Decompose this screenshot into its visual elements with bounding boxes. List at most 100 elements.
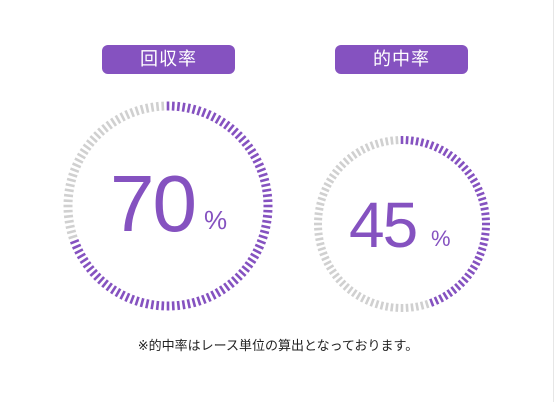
gauge-tick-empty bbox=[319, 251, 328, 257]
gauge-tick-filled bbox=[114, 288, 122, 298]
gauge-tick-filled bbox=[259, 177, 270, 183]
gauge-tick-filled bbox=[210, 290, 217, 300]
gauge-tick-filled bbox=[97, 276, 106, 285]
gauge-tick-filled bbox=[181, 300, 186, 310]
gauge-tick-empty bbox=[328, 268, 337, 276]
gauge-tick-empty bbox=[150, 102, 155, 112]
gauge-tick-filled bbox=[261, 224, 271, 230]
gauge-tick-empty bbox=[63, 193, 74, 198]
gauge-tick-empty bbox=[355, 291, 362, 300]
gauge-tick-filled bbox=[205, 110, 212, 120]
gauge-tick-empty bbox=[350, 289, 358, 298]
gauge-tick-empty bbox=[85, 139, 95, 147]
gauge-tick-filled bbox=[258, 172, 268, 178]
gauge-tick-empty bbox=[410, 303, 414, 312]
gauge-tick-filled bbox=[85, 265, 95, 273]
gauge-tick-filled bbox=[429, 298, 435, 307]
hit-rate-footnote: ※的中率はレース単位の算出となっております。 bbox=[137, 339, 419, 354]
gauge-tick-filled bbox=[467, 268, 476, 276]
gauge-tick-filled bbox=[438, 145, 445, 154]
gauge-tick-filled bbox=[238, 268, 247, 277]
gauge-tick-empty bbox=[315, 206, 324, 211]
gauge-tick-empty bbox=[74, 157, 84, 164]
gauge-tick-filled bbox=[429, 141, 435, 150]
gauge-tick-empty bbox=[326, 177, 335, 184]
gauge-tick-filled bbox=[256, 167, 267, 173]
gauge-tick-filled bbox=[457, 160, 466, 169]
gauge-tick-empty bbox=[119, 112, 126, 122]
gauge-tick-empty bbox=[105, 120, 113, 130]
gauge-tick-empty bbox=[390, 136, 394, 145]
gauge-tick-empty bbox=[69, 167, 80, 173]
gauge-tick-filled bbox=[74, 248, 84, 255]
gauge-tick-filled bbox=[476, 191, 485, 197]
gauge-tick-empty bbox=[93, 131, 102, 140]
gauge-tick-empty bbox=[359, 294, 366, 303]
gauge-tick-filled bbox=[223, 282, 231, 292]
gauge-tick-empty bbox=[321, 186, 330, 193]
gauge-tick-empty bbox=[374, 299, 380, 309]
gauge-tick-empty bbox=[82, 143, 92, 151]
gauge-tick-filled bbox=[181, 102, 186, 112]
gauge-tick-filled bbox=[76, 252, 86, 260]
gauge-tick-filled bbox=[474, 186, 483, 193]
gauge-tick-filled bbox=[450, 153, 458, 162]
gauge-tick-empty bbox=[68, 234, 78, 240]
gauge-tick-empty bbox=[323, 260, 332, 267]
gauge-tick-empty bbox=[66, 229, 77, 235]
gauge-tick-empty bbox=[97, 127, 106, 136]
gauge-tick-filled bbox=[442, 148, 449, 157]
gauge-tick-empty bbox=[319, 191, 328, 197]
gauge-tick-filled bbox=[250, 152, 260, 160]
gauge-tick-filled bbox=[196, 106, 202, 116]
gauge-tick-filled bbox=[476, 251, 485, 257]
gauge-tick-empty bbox=[359, 145, 366, 154]
gauge-tick-empty bbox=[64, 188, 74, 193]
gauge-tick-empty bbox=[419, 301, 425, 310]
gauge-tick-empty bbox=[65, 182, 75, 188]
gauge-tick-filled bbox=[258, 234, 268, 240]
gauge-tick-empty bbox=[314, 212, 323, 216]
gauge-tick-filled bbox=[134, 296, 140, 306]
recovery-rate-unit: % bbox=[204, 205, 228, 235]
gauge-tick-filled bbox=[457, 279, 466, 288]
gauge-tick-empty bbox=[342, 283, 350, 291]
gauge-tick-filled bbox=[469, 264, 478, 271]
hit-rate-gauge bbox=[314, 136, 490, 312]
gauge-tick-empty bbox=[326, 264, 335, 271]
gauge-tick-empty bbox=[424, 299, 430, 309]
gauge-tick-empty bbox=[79, 147, 89, 156]
gauge-tick-filled bbox=[262, 193, 273, 198]
gauge-tick-filled bbox=[446, 150, 454, 159]
gauge-tick-filled bbox=[210, 112, 217, 122]
gauge-tick-filled bbox=[89, 268, 98, 277]
gauge-tick-filled bbox=[109, 285, 118, 295]
gauge-tick-filled bbox=[230, 276, 239, 285]
gauge-tick-empty bbox=[364, 296, 371, 305]
gauge-tick-empty bbox=[155, 101, 160, 112]
gauge-tick-filled bbox=[176, 101, 181, 112]
gauge-tick-filled bbox=[247, 256, 257, 265]
gauge-tick-filled bbox=[481, 232, 490, 236]
gauge-tick-filled bbox=[230, 127, 239, 136]
gauge-tick-empty bbox=[314, 232, 323, 236]
gauge-tick-filled bbox=[234, 272, 243, 281]
gauge-tick-empty bbox=[338, 279, 347, 288]
gauge-tick-filled bbox=[479, 201, 488, 207]
gauge-tick-filled bbox=[191, 104, 197, 115]
gauge-tick-filled bbox=[247, 147, 257, 156]
gauge-tick-filled bbox=[227, 279, 235, 289]
gauge-tick-empty bbox=[369, 141, 375, 150]
recovery-rate-value: 70 bbox=[110, 159, 197, 248]
gauge-tick-filled bbox=[261, 182, 271, 188]
gauge-tick-filled bbox=[186, 299, 192, 309]
gauge-tick-filled bbox=[477, 246, 487, 252]
page-right-edge bbox=[553, 0, 554, 402]
gauge-tick-empty bbox=[72, 162, 82, 169]
gauge-tick-empty bbox=[144, 103, 150, 113]
gauge-tick-filled bbox=[262, 188, 272, 193]
gauge-tick-filled bbox=[214, 288, 222, 298]
gauge-tick-empty bbox=[335, 276, 343, 284]
gauge-tick-filled bbox=[254, 243, 264, 250]
gauge-tick-filled bbox=[234, 131, 243, 140]
